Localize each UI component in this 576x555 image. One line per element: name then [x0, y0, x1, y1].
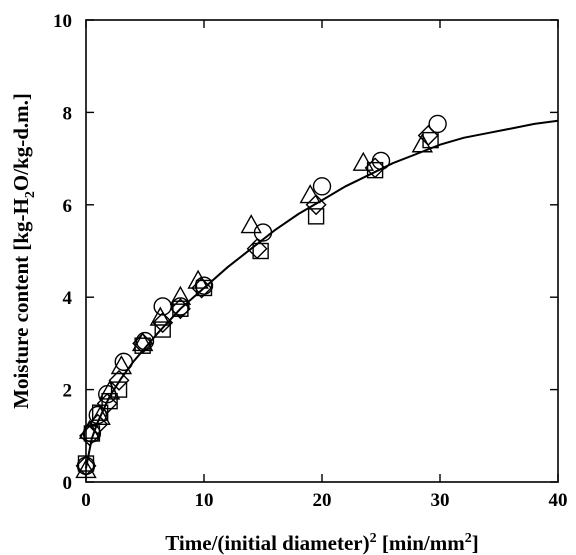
triangle-marker [299, 184, 321, 204]
circle-marker [312, 177, 332, 196]
fit-curve [85, 119, 559, 469]
circle-marker [171, 297, 190, 316]
y-tick-label: 6 [63, 196, 73, 217]
circle-marker [371, 151, 391, 171]
diamond-marker [132, 332, 154, 354]
diamond-marker [152, 312, 174, 334]
axis-ticks [85, 19, 559, 483]
plot-frame [85, 19, 559, 483]
circle-marker [114, 352, 133, 372]
triangle-marker [169, 285, 192, 305]
diamond-marker [108, 369, 130, 391]
y-axis-label: Moisture content [kg-H2O/kg-d.m.] [9, 93, 38, 409]
triangle-marker [98, 380, 121, 400]
x-axis-label: Time/(initial diameter)2 [min/mm2] [165, 531, 478, 555]
y-tick-label: 8 [63, 103, 73, 124]
triangle-marker [352, 151, 374, 171]
square-marker [154, 321, 171, 338]
diamond-marker [246, 238, 268, 260]
x-tick-label: 20 [313, 490, 332, 511]
diamond-marker [75, 455, 97, 477]
x-tick-label: 10 [195, 490, 214, 511]
x-tick-labels: 0 10 20 30 40 [81, 490, 567, 511]
square-marker [172, 300, 189, 317]
triangle-marker [131, 331, 154, 352]
triangle-marker [240, 214, 262, 234]
triangle-marker [149, 306, 172, 326]
square-marker [101, 392, 118, 410]
triangle-marker [411, 133, 433, 153]
x-tick-label: 40 [549, 490, 568, 511]
diamond-marker [191, 277, 213, 299]
y-tick-label: 0 [63, 473, 73, 494]
y-tick-label: 4 [63, 288, 73, 309]
square-marker [110, 381, 128, 398]
circle-marker [76, 456, 96, 476]
diamond-marker [96, 392, 118, 414]
diamond-marker [169, 298, 191, 320]
diamond-marker [364, 157, 386, 179]
triangle-marker [75, 459, 97, 479]
circle-marker [88, 405, 108, 425]
y-tick-labels: 0 2 4 6 8 10 [53, 11, 73, 494]
square-marker [307, 208, 325, 225]
x-tick-label: 0 [81, 490, 91, 511]
data-markers [75, 114, 447, 479]
diamond-marker [305, 194, 327, 216]
triangle-marker [187, 269, 209, 289]
y-tick-label: 2 [63, 381, 73, 402]
triangle-marker [78, 419, 101, 439]
triangle-marker [89, 405, 111, 426]
diamond-marker [87, 413, 109, 435]
circle-marker [194, 276, 214, 295]
triangle-marker [110, 355, 133, 375]
y-tick-label: 10 [53, 11, 72, 32]
x-tick-label: 30 [431, 490, 450, 511]
